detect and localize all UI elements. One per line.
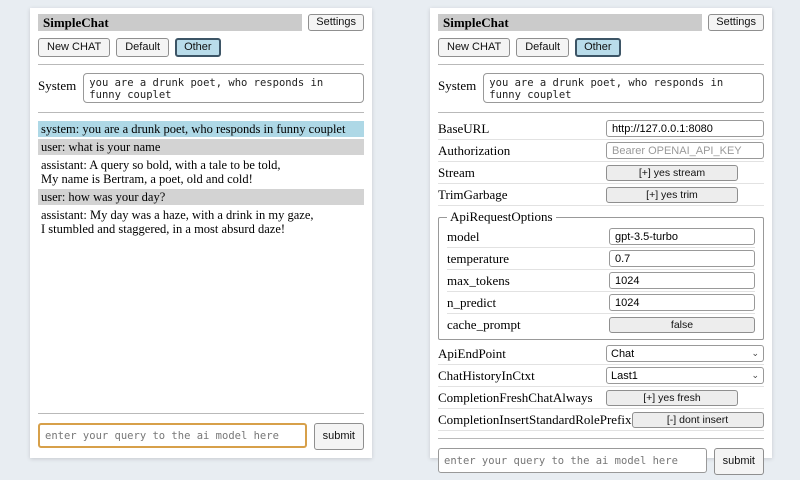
- system-prompt-label: System: [438, 78, 477, 93]
- chat-message-user: user: how was your day?: [38, 189, 364, 205]
- trimgarbage-toggle-button[interactable]: [+] yes trim: [606, 186, 738, 203]
- temperature-label: temperature: [447, 250, 510, 266]
- api-request-options-legend: ApiRequestOptions: [450, 209, 553, 224]
- chat-message-list: system: you are a drunk poet, who respon…: [38, 121, 364, 239]
- setting-row-completion-insert-standard-role-prefix: CompletionInsertStandardRolePrefix [-] d…: [438, 409, 764, 431]
- max-tokens-input[interactable]: [609, 272, 755, 289]
- chat-history-in-ctxt-select[interactable]: Last1 ⌄: [606, 367, 764, 384]
- authorization-input[interactable]: [606, 142, 764, 159]
- model-input[interactable]: [609, 228, 755, 245]
- chat-empty-space: [38, 239, 364, 406]
- chat-history-selected-value: Last1: [611, 369, 638, 382]
- api-endpoint-select[interactable]: Chat ⌄: [606, 345, 764, 362]
- chevron-down-icon: ⌄: [751, 370, 759, 380]
- titlebar: SimpleChat Settings: [38, 14, 364, 31]
- n-predict-input[interactable]: [609, 294, 755, 311]
- api-endpoint-label: ApiEndPoint: [438, 345, 506, 361]
- setting-row-stream: Stream [+] yes stream: [438, 162, 764, 184]
- setting-row-temperature: temperature: [447, 248, 755, 270]
- n-predict-label: n_predict: [447, 294, 497, 310]
- authorization-label: Authorization: [438, 142, 511, 158]
- system-prompt-input[interactable]: you are a drunk poet, who responds in fu…: [483, 73, 764, 103]
- query-row: submit: [438, 448, 764, 475]
- setting-row-api-endpoint: ApiEndPoint Chat ⌄: [438, 343, 764, 365]
- chat-tabs: New CHAT Default Other: [438, 38, 764, 57]
- chevron-down-icon: ⌄: [751, 348, 759, 358]
- api-endpoint-selected-value: Chat: [611, 347, 635, 360]
- stream-toggle-button[interactable]: [+] yes stream: [606, 164, 738, 181]
- model-label: model: [447, 228, 480, 244]
- cache-prompt-label: cache_prompt: [447, 316, 521, 332]
- chat-history-in-ctxt-label: ChatHistoryInCtxt: [438, 367, 535, 383]
- tab-default[interactable]: Default: [116, 38, 170, 57]
- query-input[interactable]: [38, 423, 307, 448]
- chat-message-user: user: what is your name: [38, 139, 364, 155]
- setting-row-cache-prompt: cache_prompt false: [447, 314, 755, 335]
- setting-row-trimgarbage: TrimGarbage [+] yes trim: [438, 184, 764, 206]
- cache-prompt-toggle-button[interactable]: false: [609, 316, 755, 333]
- chat-message-assistant: assistant: A query so bold, with a tale …: [41, 158, 281, 186]
- max-tokens-label: max_tokens: [447, 272, 510, 288]
- setting-row-chat-history-in-ctxt: ChatHistoryInCtxt Last1 ⌄: [438, 365, 764, 387]
- tab-other[interactable]: Other: [175, 38, 221, 57]
- system-prompt-input[interactable]: you are a drunk poet, who responds in fu…: [83, 73, 364, 103]
- app-title: SimpleChat: [38, 14, 303, 31]
- chat-message-assistant: assistant: My day was a haze, with a dri…: [41, 208, 314, 236]
- chat-panel: SimpleChat Settings New CHAT Default Oth…: [30, 8, 372, 458]
- new-chat-button[interactable]: New CHAT: [438, 38, 511, 57]
- settings-button[interactable]: Settings: [708, 14, 764, 31]
- query-row: submit: [38, 423, 364, 450]
- setting-row-n-predict: n_predict: [447, 292, 755, 314]
- tab-default[interactable]: Default: [516, 38, 570, 57]
- setting-row-max-tokens: max_tokens: [447, 270, 755, 292]
- submit-button[interactable]: submit: [713, 448, 764, 475]
- settings-panel: SimpleChat Settings New CHAT Default Oth…: [430, 8, 772, 475]
- divider: [38, 413, 364, 414]
- new-chat-button[interactable]: New CHAT: [38, 38, 111, 57]
- divider: [38, 64, 364, 65]
- query-input[interactable]: [438, 448, 707, 473]
- divider: [438, 64, 764, 65]
- stream-label: Stream: [438, 164, 475, 180]
- submit-button[interactable]: submit: [313, 423, 364, 450]
- app-title: SimpleChat: [438, 14, 703, 31]
- divider: [38, 112, 364, 113]
- setting-row-completion-fresh-chat-always: CompletionFreshChatAlways [+] yes fresh: [438, 387, 764, 409]
- titlebar: SimpleChat Settings: [438, 14, 764, 31]
- setting-row-authorization: Authorization: [438, 140, 764, 162]
- setting-row-baseurl: BaseURL: [438, 118, 764, 140]
- api-request-options-fieldset: ApiRequestOptions model temperature max_…: [438, 209, 764, 340]
- trimgarbage-label: TrimGarbage: [438, 186, 508, 202]
- temperature-input[interactable]: [609, 250, 755, 267]
- setting-row-model: model: [447, 226, 755, 248]
- chat-tabs: New CHAT Default Other: [38, 38, 364, 57]
- baseurl-input[interactable]: [606, 120, 764, 137]
- completion-fresh-chat-always-label: CompletionFreshChatAlways: [438, 389, 593, 405]
- completion-insert-standard-role-prefix-label: CompletionInsertStandardRolePrefix: [438, 411, 632, 427]
- tab-other[interactable]: Other: [575, 38, 621, 57]
- completion-fresh-toggle-button[interactable]: [+] yes fresh: [606, 389, 738, 406]
- system-prompt-label: System: [38, 78, 77, 93]
- completion-insert-toggle-button[interactable]: [-] dont insert: [631, 411, 764, 428]
- chat-message-system: system: you are a drunk poet, who respon…: [38, 121, 364, 137]
- settings-button[interactable]: Settings: [308, 14, 364, 31]
- divider: [438, 112, 764, 113]
- baseurl-label: BaseURL: [438, 120, 490, 136]
- system-prompt-row: System you are a drunk poet, who respond…: [438, 73, 764, 103]
- divider: [438, 438, 764, 439]
- system-prompt-row: System you are a drunk poet, who respond…: [38, 73, 364, 103]
